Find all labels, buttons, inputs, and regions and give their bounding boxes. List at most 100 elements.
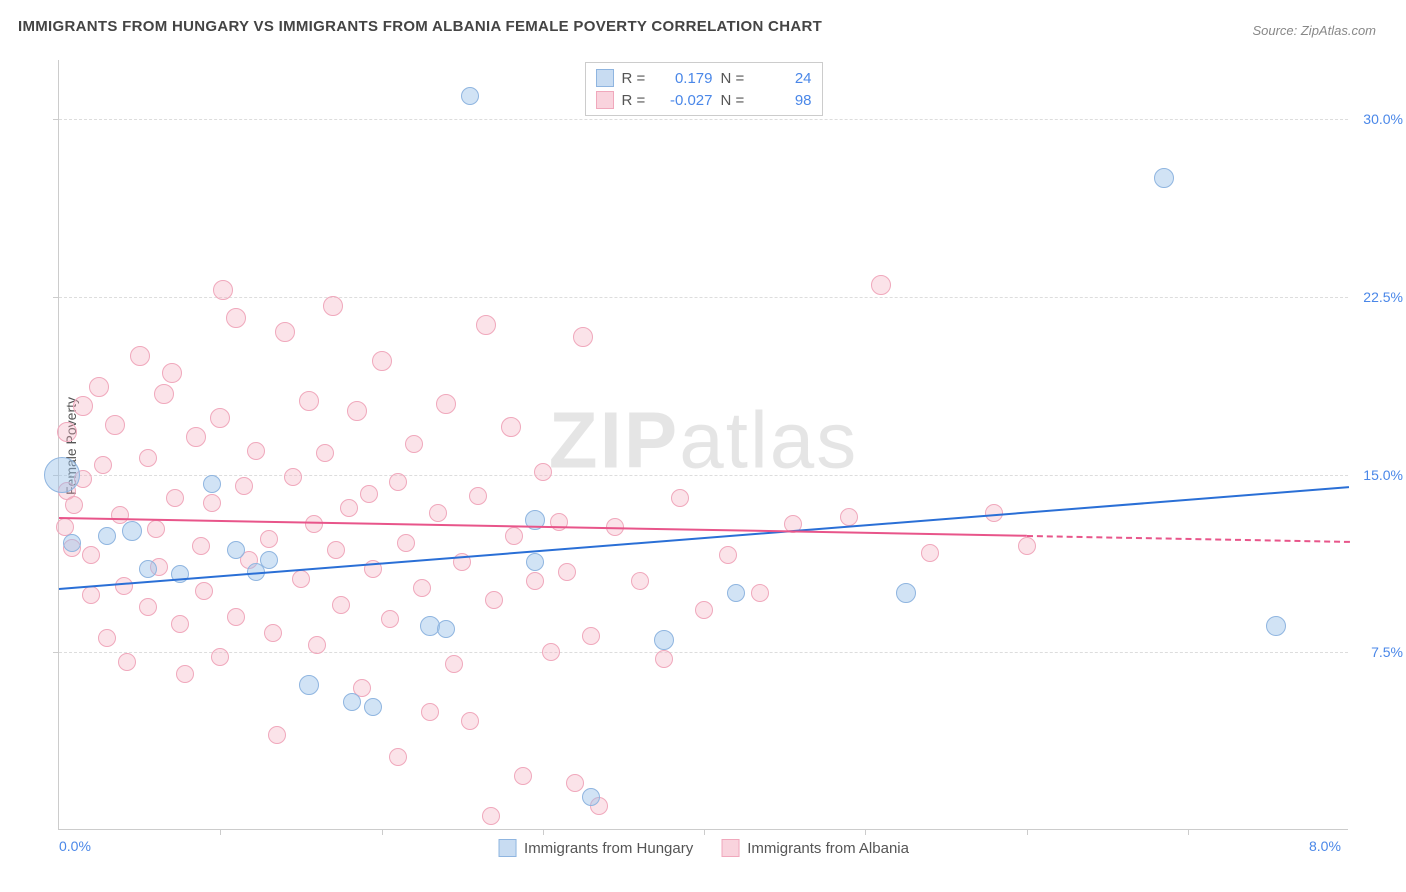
scatter-point <box>372 351 392 371</box>
scatter-point <box>360 485 378 503</box>
scatter-point <box>347 401 367 421</box>
x-tick <box>382 829 383 835</box>
scatter-point <box>98 629 116 647</box>
scatter-point <box>505 527 523 545</box>
scatter-point <box>203 494 221 512</box>
scatter-point <box>235 477 253 495</box>
watermark: ZIPatlas <box>549 394 858 486</box>
scatter-point <box>1018 537 1036 555</box>
scatter-point <box>105 415 125 435</box>
y-tick <box>53 297 59 298</box>
legend-r-label: R = <box>622 92 650 109</box>
legend-label: Immigrants from Albania <box>747 840 909 857</box>
scatter-point <box>118 653 136 671</box>
scatter-point <box>162 363 182 383</box>
scatter-point <box>469 487 487 505</box>
scatter-point <box>327 541 345 559</box>
scatter-point <box>1154 168 1174 188</box>
scatter-point <box>389 473 407 491</box>
y-tick <box>53 652 59 653</box>
gridline <box>59 297 1348 298</box>
chart-title: IMMIGRANTS FROM HUNGARY VS IMMIGRANTS FR… <box>18 18 822 35</box>
source-attribution: Source: ZipAtlas.com <box>1252 23 1376 38</box>
scatter-point <box>192 537 210 555</box>
scatter-point <box>476 315 496 335</box>
scatter-point <box>227 541 245 559</box>
scatter-point <box>526 572 544 590</box>
y-tick-label: 30.0% <box>1353 111 1403 127</box>
x-tick <box>1027 829 1028 835</box>
scatter-point <box>558 563 576 581</box>
scatter-point <box>871 275 891 295</box>
gridline <box>59 119 1348 120</box>
scatter-point <box>139 560 157 578</box>
scatter-point <box>227 608 245 626</box>
scatter-point <box>284 468 302 486</box>
legend-r-value: -0.027 <box>658 92 713 109</box>
scatter-point <box>210 408 230 428</box>
scatter-point <box>437 620 455 638</box>
scatter-point <box>534 463 552 481</box>
scatter-point <box>316 444 334 462</box>
x-tick-label: 8.0% <box>1309 838 1341 854</box>
scatter-point <box>381 610 399 628</box>
scatter-point <box>840 508 858 526</box>
x-tick <box>543 829 544 835</box>
scatter-point <box>332 596 350 614</box>
x-tick <box>704 829 705 835</box>
scatter-point <box>264 624 282 642</box>
y-tick-label: 15.0% <box>1353 467 1403 483</box>
scatter-point <box>268 726 286 744</box>
scatter-point <box>1266 616 1286 636</box>
scatter-point <box>727 584 745 602</box>
scatter-point <box>921 544 939 562</box>
scatter-point <box>166 489 184 507</box>
legend-swatch <box>721 839 739 857</box>
scatter-point <box>171 615 189 633</box>
legend-n-label: N = <box>721 92 749 109</box>
scatter-point <box>308 636 326 654</box>
scatter-point <box>582 788 600 806</box>
scatter-point <box>397 534 415 552</box>
scatter-point <box>82 586 100 604</box>
watermark-atlas: atlas <box>679 395 858 484</box>
scatter-point <box>147 520 165 538</box>
scatter-point <box>364 698 382 716</box>
x-tick <box>865 829 866 835</box>
scatter-point <box>139 598 157 616</box>
scatter-point <box>461 712 479 730</box>
scatter-point <box>260 530 278 548</box>
legend-r-label: R = <box>622 70 650 87</box>
scatter-point <box>299 391 319 411</box>
scatter-point <box>405 435 423 453</box>
scatter-point <box>63 534 81 552</box>
scatter-point <box>896 583 916 603</box>
scatter-point <box>413 579 431 597</box>
scatter-point <box>115 577 133 595</box>
x-tick <box>220 829 221 835</box>
scatter-point <box>485 591 503 609</box>
x-tick-label: 0.0% <box>59 838 91 854</box>
scatter-point <box>213 280 233 300</box>
legend-n-value: 24 <box>757 70 812 87</box>
scatter-point <box>514 767 532 785</box>
plot-area: ZIPatlas R =0.179N =24R =-0.027N =98 Imm… <box>58 60 1348 830</box>
scatter-point <box>461 87 479 105</box>
scatter-point <box>655 650 673 668</box>
scatter-point <box>211 648 229 666</box>
y-tick-label: 7.5% <box>1353 644 1403 660</box>
gridline <box>59 652 1348 653</box>
legend-row: R =-0.027N =98 <box>596 89 812 111</box>
scatter-point <box>73 396 93 416</box>
scatter-point <box>751 584 769 602</box>
scatter-point <box>566 774 584 792</box>
scatter-point <box>445 655 463 673</box>
scatter-point <box>82 546 100 564</box>
scatter-point <box>260 551 278 569</box>
scatter-point <box>44 457 80 493</box>
scatter-point <box>501 417 521 437</box>
scatter-point <box>323 296 343 316</box>
scatter-point <box>305 515 323 533</box>
legend-swatch <box>498 839 516 857</box>
scatter-point <box>582 627 600 645</box>
